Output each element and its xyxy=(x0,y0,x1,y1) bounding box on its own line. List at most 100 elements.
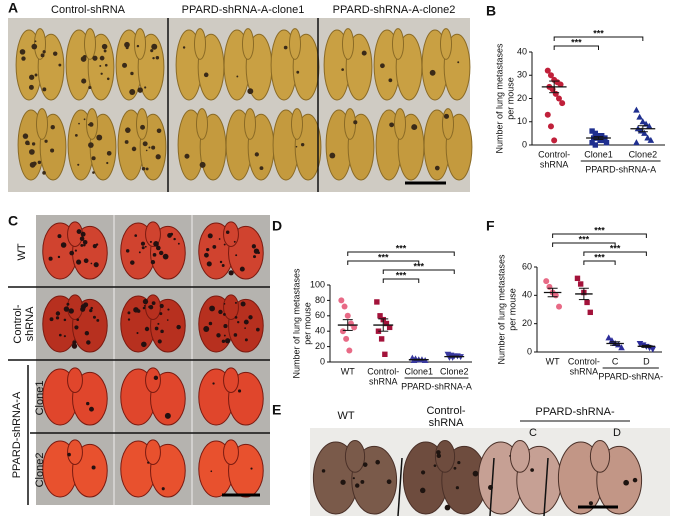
lung-lobe xyxy=(223,294,239,321)
lung-spot xyxy=(91,465,96,470)
photo-group-label: PPARD-shRNA- xyxy=(535,406,615,418)
lung-lobe xyxy=(439,28,453,60)
y-tick-label: 0 xyxy=(527,346,532,356)
significance-label: *** xyxy=(594,225,605,235)
data-point xyxy=(618,344,625,351)
lung-spot xyxy=(361,50,367,56)
lung-spot xyxy=(69,250,75,256)
lung-spot xyxy=(162,253,169,260)
lung-spot xyxy=(78,122,80,125)
data-point xyxy=(597,137,603,144)
lung-spot xyxy=(235,254,238,257)
lung-spot xyxy=(76,229,82,234)
lung-spot xyxy=(148,305,154,310)
data-point xyxy=(633,106,640,113)
lung-spot xyxy=(142,306,146,310)
lung-spot xyxy=(76,318,80,322)
lung-spot xyxy=(170,232,174,236)
lung-spot xyxy=(49,317,54,322)
lung-spot xyxy=(300,142,305,147)
data-point xyxy=(382,351,388,357)
data-point xyxy=(600,137,606,144)
lung-spot xyxy=(243,319,249,325)
x-tick-label: Clone1 xyxy=(404,366,433,376)
lung-spot xyxy=(93,262,99,268)
data-point xyxy=(557,81,564,88)
lung-spot xyxy=(362,462,368,467)
lung-spot xyxy=(63,306,70,312)
data-point xyxy=(587,309,593,316)
lung-lobe xyxy=(393,108,407,140)
lung-spot xyxy=(127,318,131,321)
y-tick-label: 40 xyxy=(517,46,527,56)
lung-spot xyxy=(257,251,260,254)
photo-label: C xyxy=(529,427,537,439)
x-tick-label: WT xyxy=(341,366,355,376)
x-tick-label: Control- xyxy=(568,356,600,366)
photo-c-lungs xyxy=(42,221,264,498)
lung-spot xyxy=(92,315,96,319)
lung-spot xyxy=(509,455,511,457)
lung-spot xyxy=(137,87,143,93)
lung-spot xyxy=(96,134,103,141)
data-point xyxy=(546,283,553,290)
lung-spot xyxy=(340,479,346,485)
lung-spot xyxy=(29,74,35,80)
lung-spot xyxy=(155,154,161,160)
y-axis-label: per mouse xyxy=(302,302,312,345)
y-axis-label: per mouse xyxy=(505,77,515,120)
data-point xyxy=(603,139,610,146)
y-tick-label: 20 xyxy=(517,93,527,103)
lung-spot xyxy=(152,253,157,257)
lung-spot xyxy=(341,68,344,71)
lung-spot xyxy=(90,306,93,310)
lung-spot xyxy=(129,89,136,96)
lung-spot xyxy=(237,389,242,393)
lung-lobe xyxy=(193,28,207,60)
lung-spot xyxy=(74,249,77,252)
lung-spot xyxy=(66,302,70,306)
lung-spot xyxy=(68,308,74,314)
lung-spot xyxy=(148,146,151,149)
y-axis-label: Number of lung metastases xyxy=(291,268,301,379)
lung-spot xyxy=(92,55,98,61)
lung-spot xyxy=(71,343,78,349)
photo-label: PPARD-shRNA-A-clone2 xyxy=(333,4,456,16)
lung-spot xyxy=(457,460,461,465)
data-point xyxy=(552,292,559,299)
lung-spot xyxy=(151,301,156,306)
lung-spot xyxy=(389,122,395,128)
lung-spot xyxy=(88,142,94,148)
lung-spot xyxy=(87,123,90,126)
lung-spot xyxy=(122,62,128,68)
lung-spot xyxy=(104,63,108,67)
lung-spot xyxy=(147,461,150,464)
lung-spot xyxy=(588,501,593,506)
lung-spot xyxy=(234,316,238,319)
lung-spot xyxy=(219,260,223,264)
lung-spot xyxy=(443,113,450,119)
row-label: Control- xyxy=(12,304,24,343)
lung-spot xyxy=(55,311,61,316)
significance-bracket xyxy=(553,36,644,41)
lung-spot xyxy=(83,118,86,121)
lung-spot xyxy=(433,464,437,468)
lung-spot xyxy=(106,150,112,156)
y-tick-label: 80 xyxy=(315,295,325,305)
lung-spot xyxy=(40,53,45,58)
lung-spot xyxy=(233,240,236,243)
data-point xyxy=(615,341,622,348)
y-tick-label: 20 xyxy=(315,341,325,351)
lung-spot xyxy=(142,141,148,147)
lung-spot xyxy=(76,259,82,265)
lung-spot xyxy=(50,148,55,153)
lung-spot xyxy=(57,255,61,259)
photo-label: shRNA xyxy=(429,417,465,429)
data-point xyxy=(647,136,655,143)
lung-spot xyxy=(57,234,62,239)
lung-spot xyxy=(167,308,170,311)
x-tick-label: WT xyxy=(546,356,560,366)
lung-spot xyxy=(48,256,53,261)
group-label: PPARD-shRNA-A xyxy=(401,381,472,391)
